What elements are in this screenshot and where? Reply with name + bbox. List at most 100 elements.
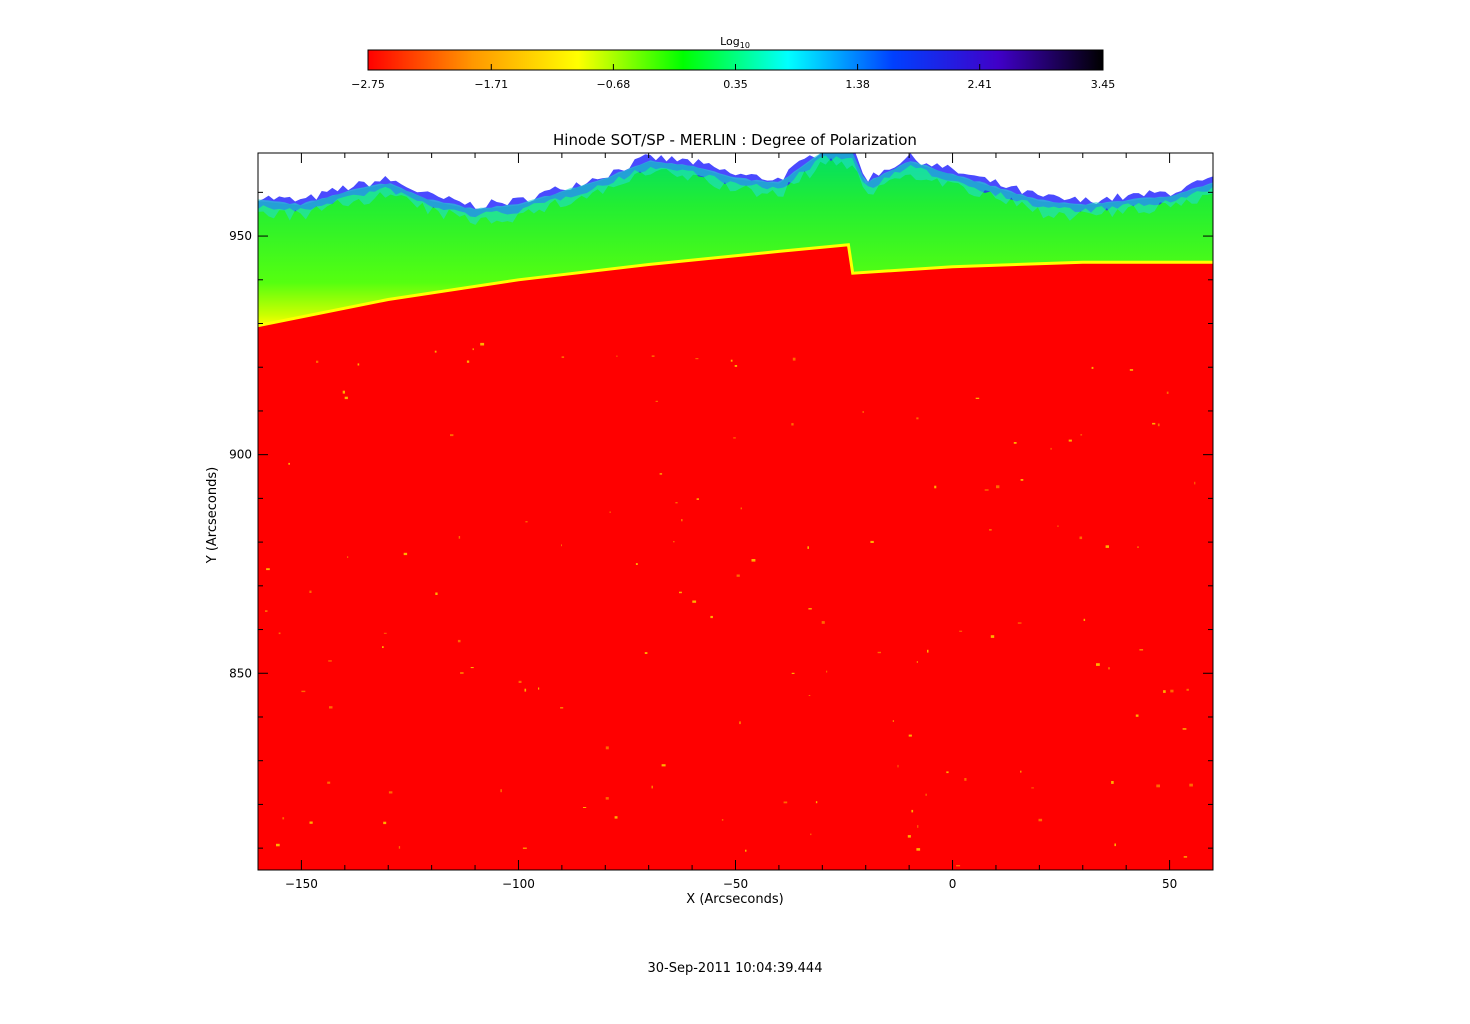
- speckle: [329, 706, 333, 709]
- speckle: [730, 359, 733, 362]
- speckle: [265, 610, 268, 612]
- speckle: [435, 592, 438, 595]
- speckle: [740, 507, 742, 510]
- speckle: [695, 358, 699, 360]
- speckle: [655, 400, 658, 402]
- speckle: [276, 843, 280, 847]
- speckle: [522, 847, 527, 849]
- speckle: [808, 608, 812, 610]
- speckle: [1108, 667, 1110, 670]
- colorbar-tick-label: 3.45: [1091, 78, 1116, 91]
- noise-fringe-inner: [258, 153, 1213, 225]
- speckle: [696, 498, 699, 500]
- speckle: [1137, 546, 1139, 548]
- speckle: [403, 552, 408, 556]
- speckle: [605, 797, 609, 800]
- polarization-map: [258, 153, 1213, 870]
- speckle: [472, 348, 474, 351]
- speckle: [783, 801, 788, 804]
- speckle: [309, 821, 313, 824]
- colorbar-tick-label: −1.71: [474, 78, 508, 91]
- speckle: [990, 635, 995, 638]
- speckle: [964, 778, 967, 781]
- speckle: [1189, 783, 1193, 787]
- colorbar-tick-label: 1.38: [845, 78, 870, 91]
- speckle: [316, 360, 319, 363]
- speckle: [1129, 369, 1134, 371]
- speckle: [1166, 391, 1169, 394]
- speckle: [870, 540, 874, 543]
- speckle: [721, 819, 724, 821]
- colorbar-tick-label: −0.68: [597, 78, 631, 91]
- speckle: [1020, 479, 1024, 481]
- speckle: [383, 821, 387, 825]
- speckle: [916, 661, 918, 663]
- speckle: [916, 417, 919, 420]
- x-tick-label: −50: [723, 877, 748, 891]
- speckle: [434, 350, 437, 353]
- speckle: [327, 781, 331, 784]
- speckle: [659, 473, 663, 475]
- speckle: [989, 529, 992, 531]
- speckle: [561, 544, 562, 547]
- colorbar-tick-label: 0.35: [723, 78, 748, 91]
- speckle: [1080, 434, 1083, 436]
- speckle: [651, 785, 653, 789]
- speckle: [1139, 649, 1144, 651]
- speckle: [815, 801, 818, 804]
- speckle: [739, 721, 741, 725]
- speckle: [1111, 781, 1114, 784]
- x-axis-label: X (Arcseconds): [686, 892, 783, 907]
- x-tick-label: −150: [285, 877, 318, 891]
- speckle: [470, 667, 474, 669]
- speckle: [745, 849, 747, 852]
- speckle: [480, 342, 485, 346]
- speckle: [398, 846, 401, 849]
- speckle: [946, 771, 949, 774]
- colorbar-title: Log10: [720, 35, 750, 50]
- y-tick-label: 850: [229, 666, 252, 680]
- speckle: [1057, 525, 1059, 527]
- speckle: [1031, 787, 1034, 789]
- speckle: [288, 462, 290, 465]
- speckle: [458, 536, 461, 539]
- speckle: [605, 746, 609, 750]
- speckle: [460, 672, 464, 674]
- colorbar: Log10 −2.75 −1.71 −0.68 0.35 1.38 2.41 3.45: [351, 35, 1115, 91]
- speckle: [751, 559, 756, 562]
- speckle: [675, 502, 678, 504]
- speckle: [583, 807, 587, 808]
- speckle: [826, 670, 828, 673]
- speckle: [934, 485, 937, 489]
- x-tick-label: 0: [949, 877, 957, 891]
- speckle: [1105, 545, 1109, 548]
- speckle: [908, 734, 912, 737]
- speckle: [1170, 689, 1174, 693]
- axes: −150 −100 −50 0 50 850 900 950: [229, 153, 1214, 891]
- speckle: [984, 489, 989, 491]
- speckle: [525, 521, 528, 523]
- speckle: [710, 615, 713, 619]
- colorbar-tick-label: 2.41: [967, 78, 992, 91]
- speckle: [733, 437, 736, 439]
- speckle: [1017, 622, 1022, 624]
- speckle: [959, 630, 963, 632]
- speckle: [679, 591, 682, 594]
- speckle: [916, 848, 921, 851]
- speckle: [1038, 818, 1043, 822]
- speckle: [1194, 481, 1196, 485]
- speckle: [1114, 843, 1116, 847]
- speckle: [1182, 728, 1187, 730]
- speckle: [609, 511, 611, 513]
- speckle: [328, 660, 332, 662]
- speckle: [821, 621, 825, 624]
- solar-disk: [258, 244, 1213, 870]
- speckle: [1186, 688, 1189, 691]
- speckle: [538, 687, 540, 690]
- speckle: [927, 649, 929, 653]
- speckle: [692, 600, 697, 603]
- speckle: [500, 789, 502, 793]
- speckle: [1183, 856, 1188, 858]
- speckle: [457, 639, 461, 643]
